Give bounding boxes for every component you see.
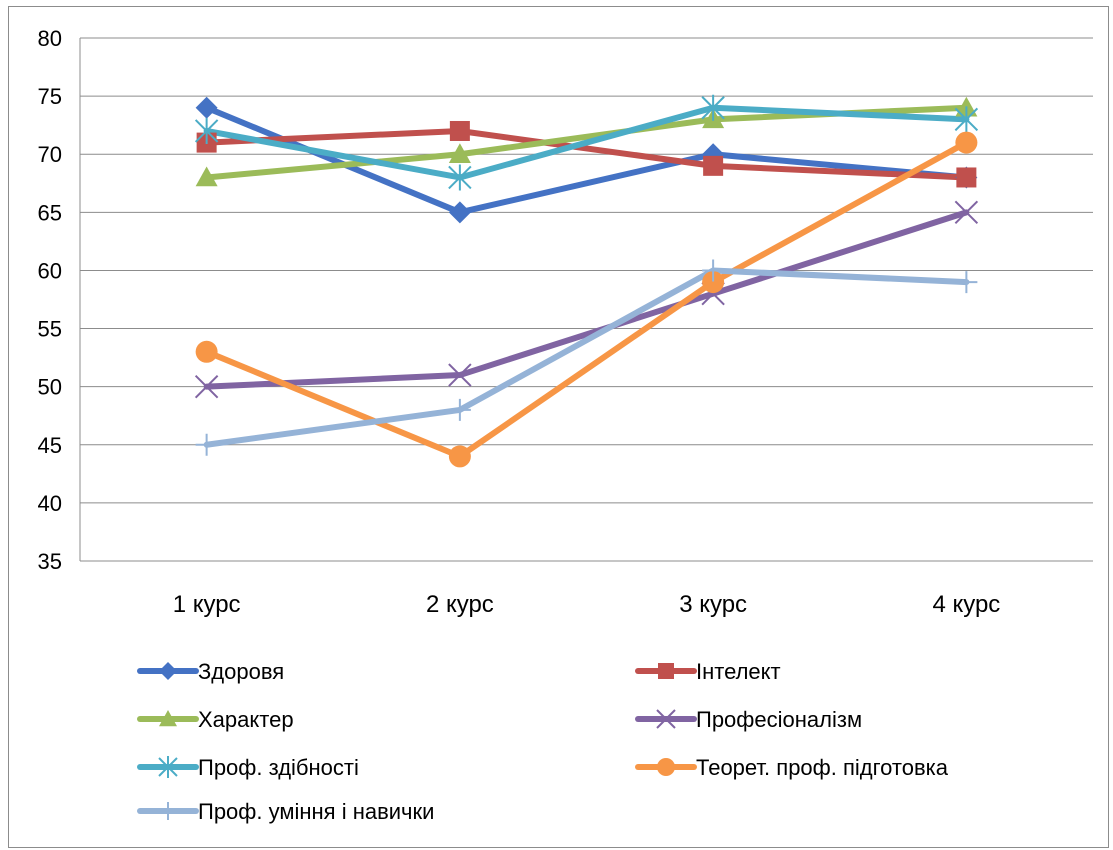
legend-label: Характер <box>198 707 294 732</box>
data-point <box>703 155 724 176</box>
data-point <box>702 271 725 294</box>
x-tick-label: 3 курс <box>679 591 747 618</box>
data-point <box>448 445 471 468</box>
y-tick-label: 55 <box>38 317 62 342</box>
gridlines <box>80 37 1093 562</box>
data-point <box>448 201 471 224</box>
data-point <box>955 271 978 294</box>
legend-item: Інтелект <box>635 659 781 684</box>
legend-marker <box>658 663 674 679</box>
legend-label: Інтелект <box>696 659 781 684</box>
data-point <box>954 200 979 225</box>
legend-label: Проф. уміння і навички <box>198 799 434 824</box>
legend-marker <box>656 709 676 729</box>
y-tick-label: 60 <box>38 258 62 283</box>
legend-label: Здоровя <box>198 659 284 684</box>
data-point <box>701 94 725 121</box>
series-line <box>203 104 970 216</box>
data-point <box>702 259 725 282</box>
series-line <box>203 267 970 448</box>
legend-item: Здоровя <box>137 659 284 684</box>
x-tick-label: 4 курс <box>932 591 1000 618</box>
data-point <box>195 340 218 363</box>
legend: Здоровя Інтелект Характер Професіоналізм Про… <box>137 659 949 824</box>
x-tick-label: 1 курс <box>173 591 241 618</box>
data-point <box>448 398 471 421</box>
series-line <box>203 139 970 460</box>
series-lines <box>203 104 970 460</box>
legend-label: Професіоналізм <box>696 707 862 732</box>
legend-label: Теорет. проф. підготовка <box>696 755 949 780</box>
data-point <box>195 433 218 456</box>
legend-item: Проф. здібності <box>137 755 359 780</box>
series-line <box>203 209 970 390</box>
legend-marker <box>657 758 675 776</box>
data-point <box>956 167 977 188</box>
legend-label: Проф. здібності <box>198 755 359 780</box>
y-tick-label: 70 <box>38 142 62 167</box>
series-line <box>203 104 970 181</box>
legend-item: Професіоналізм <box>635 707 862 732</box>
data-point <box>955 131 978 154</box>
y-tick-label: 80 <box>38 26 62 51</box>
y-axis: 35 40 45 50 55 60 65 70 75 80 <box>38 26 81 574</box>
legend-marker <box>159 802 177 820</box>
legend-marker <box>159 662 177 680</box>
y-tick-label: 50 <box>38 375 62 400</box>
legend-item: Теорет. проф. підготовка <box>635 755 949 780</box>
data-point <box>448 164 472 191</box>
series-line <box>203 127 970 181</box>
series-markers <box>194 94 979 468</box>
y-tick-label: 45 <box>38 433 62 458</box>
data-point <box>449 120 470 141</box>
y-tick-label: 75 <box>38 84 62 109</box>
y-tick-label: 65 <box>38 200 62 225</box>
data-point <box>194 374 219 399</box>
data-point <box>195 96 218 119</box>
y-tick-label: 35 <box>38 549 62 574</box>
x-axis: 1 курс 2 курс 3 курс 4 курс <box>173 591 1001 618</box>
data-point <box>954 106 979 133</box>
y-tick-label: 40 <box>38 491 62 516</box>
legend-item: Характер <box>137 707 294 732</box>
x-tick-label: 2 курс <box>426 591 494 618</box>
legend-marker <box>159 710 177 727</box>
data-point <box>448 143 471 164</box>
data-point <box>194 117 219 144</box>
data-point <box>195 166 218 187</box>
data-point <box>448 363 472 387</box>
legend-item: Проф. уміння і навички <box>137 799 434 824</box>
legend-marker <box>158 756 178 778</box>
